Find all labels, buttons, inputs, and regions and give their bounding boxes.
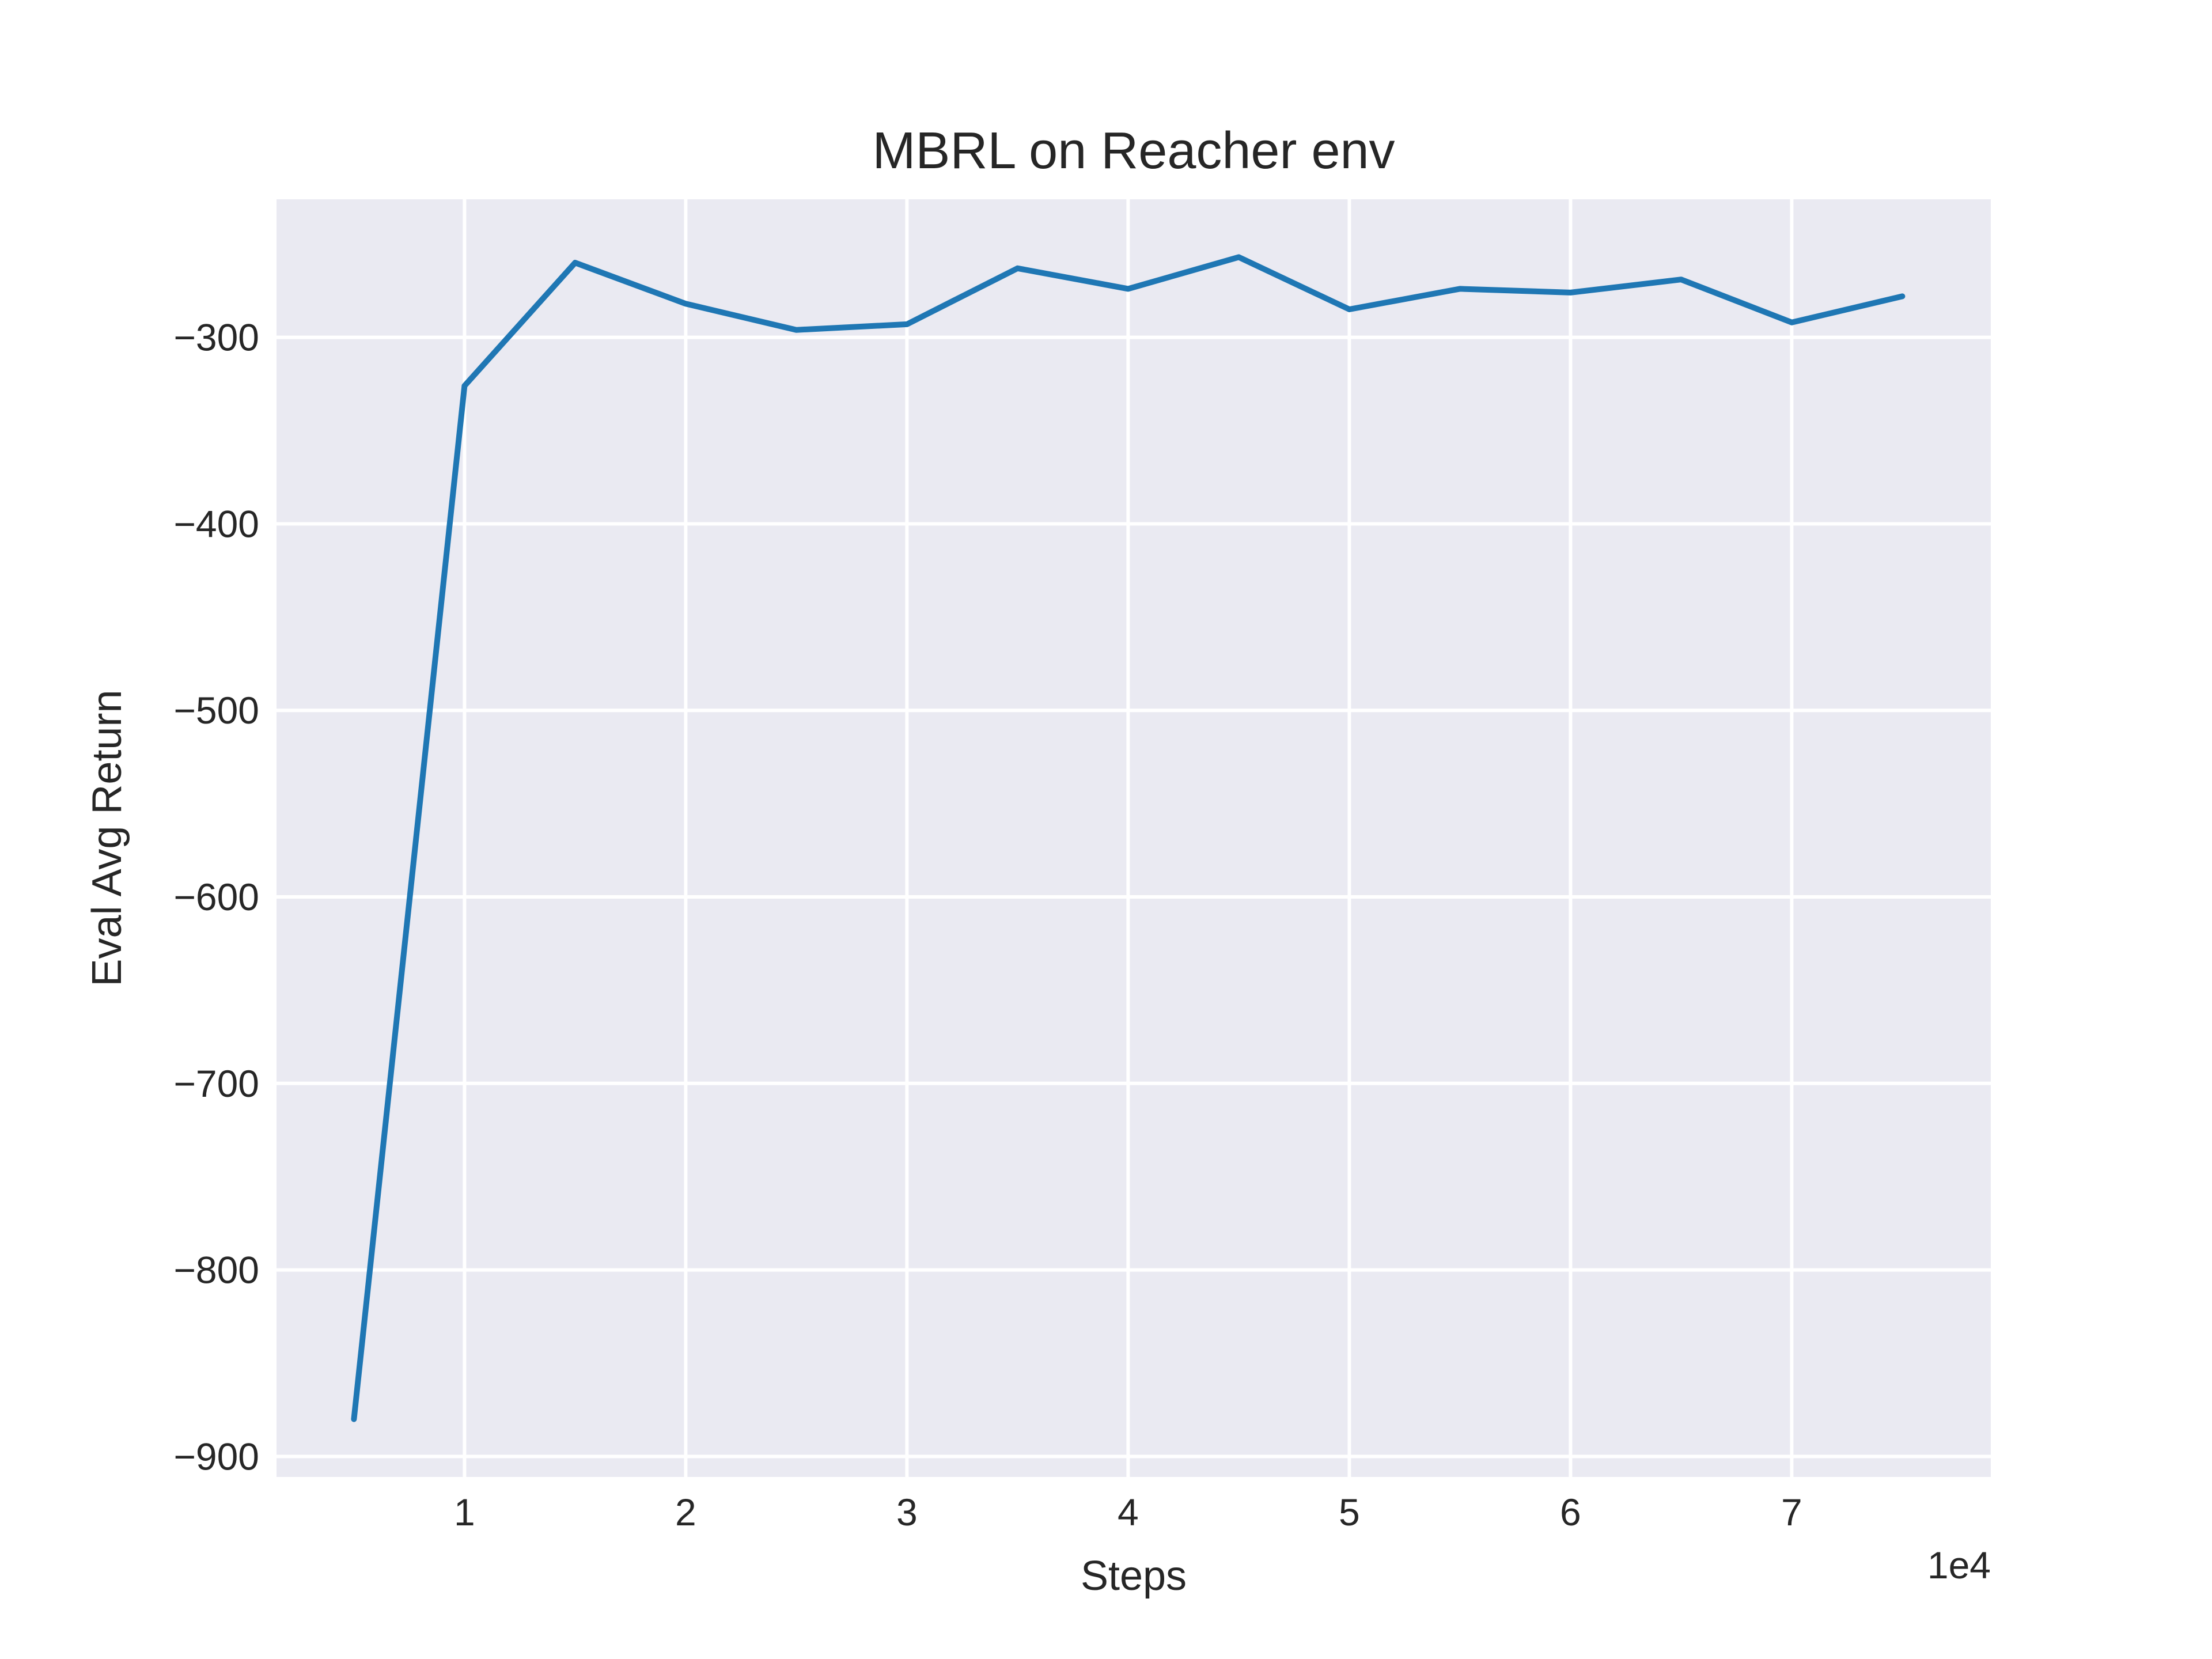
x-tick-labels: 1 2 3 4 5 6 7 — [454, 1491, 1802, 1533]
y-tick-label: −500 — [173, 689, 259, 732]
y-tick-label: −600 — [173, 876, 259, 918]
y-tick-labels: −900 −800 −700 −600 −500 −400 −300 — [173, 316, 259, 1478]
x-tick-label: 6 — [1560, 1491, 1581, 1533]
y-tick-label: −700 — [173, 1062, 259, 1105]
chart-title: MBRL on Reacher env — [872, 122, 1395, 180]
grid-lines — [276, 199, 1991, 1477]
x-axis-offset-text: 1e4 — [1927, 1544, 1991, 1586]
x-tick-label: 3 — [896, 1491, 918, 1533]
x-tick-label: 5 — [1339, 1491, 1360, 1533]
y-tick-label: −900 — [173, 1435, 259, 1478]
y-tick-label: −800 — [173, 1249, 259, 1291]
data-series — [351, 254, 1906, 1422]
x-tick-label: 7 — [1781, 1491, 1802, 1533]
x-axis-label: Steps — [1081, 1553, 1187, 1599]
y-tick-label: −300 — [173, 316, 259, 359]
x-tick-label: 4 — [1118, 1491, 1139, 1533]
x-tick-label: 1 — [454, 1491, 475, 1533]
y-tick-label: −400 — [173, 502, 259, 545]
plot-area-background — [276, 199, 1991, 1477]
series-line — [351, 254, 1906, 1422]
x-tick-label: 2 — [675, 1491, 696, 1533]
y-axis-label: Eval Avg Return — [84, 690, 130, 987]
